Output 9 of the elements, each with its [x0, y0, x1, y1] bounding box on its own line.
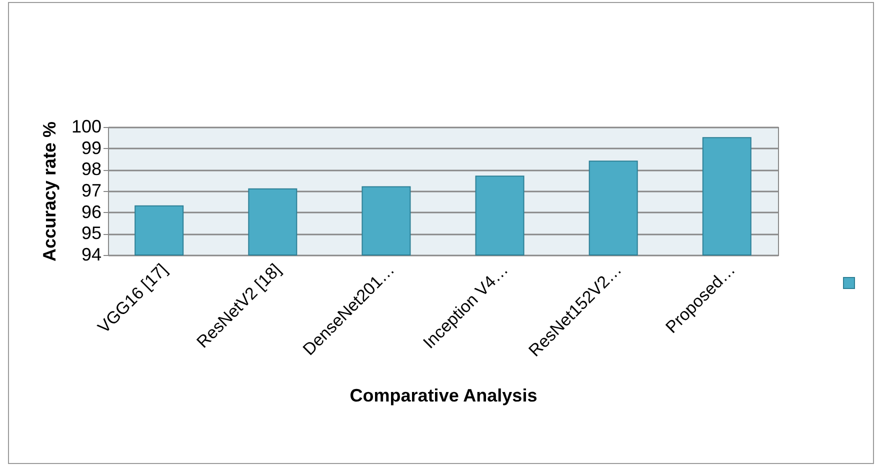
y-tick-label: 94	[81, 244, 102, 264]
y-axis-title: Accuracy rate %	[39, 121, 60, 262]
y-tick-label: 99	[81, 138, 102, 158]
x-axis-title: Comparative Analysis	[350, 386, 538, 406]
y-tick-label: 98	[81, 159, 102, 180]
y-tick-label: 97	[81, 180, 102, 200]
y-tick-label: 95	[81, 223, 102, 244]
y-tick-label: 100	[71, 116, 102, 136]
y-tick-label: 96	[81, 202, 102, 222]
